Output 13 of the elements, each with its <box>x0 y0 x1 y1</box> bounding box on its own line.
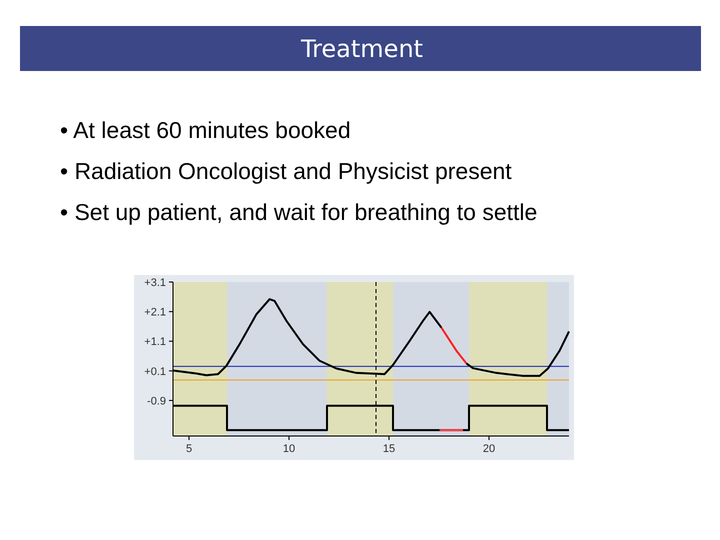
x-tick-label: 15 <box>382 443 396 455</box>
text: • At least 60 minutes booked <box>60 117 351 143</box>
y-tick-label: +0.1 <box>144 366 166 378</box>
chart-title: Treatment <box>300 35 424 63</box>
x-tick-label: 5 <box>186 443 192 455</box>
y-tick-label: +1.1 <box>144 336 166 348</box>
y-tick-label: -0.9 <box>147 395 166 408</box>
y-tick-label: +2.1 <box>144 306 166 319</box>
text: • Set up patient, and wait for breathing to settle <box>60 199 538 225</box>
x-tick-label: 20 <box>482 443 496 455</box>
x-tick-label: 10 <box>282 443 296 455</box>
y-tick-label: +3.1 <box>144 277 166 289</box>
text: • Radiation Oncologist and Physicist present <box>60 158 512 184</box>
